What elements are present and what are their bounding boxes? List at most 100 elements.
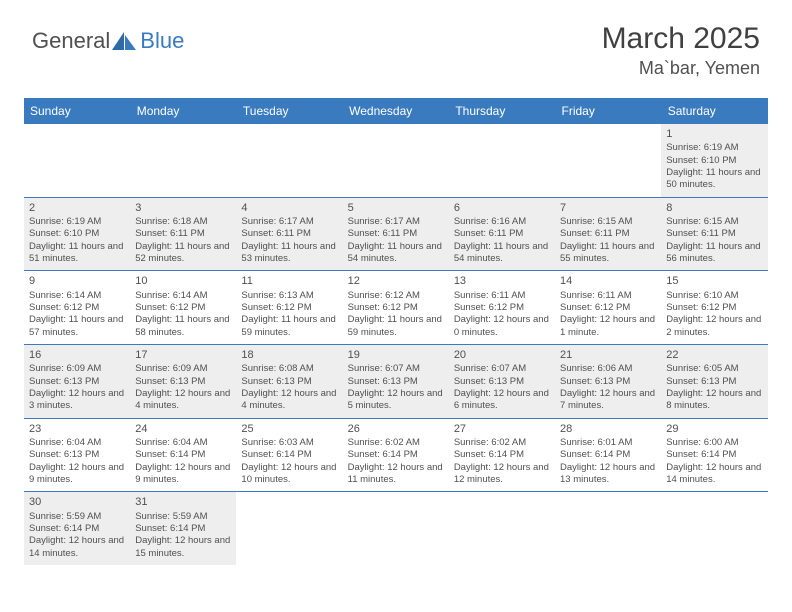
sunset-text: Sunset: 6:11 PM — [454, 228, 550, 240]
daylight-text: Daylight: 12 hours and 9 minutes. — [29, 462, 125, 487]
sunrise-text: Sunrise: 6:09 AM — [29, 363, 125, 375]
weekday-header: Saturday — [661, 98, 767, 124]
sunset-text: Sunset: 6:14 PM — [135, 523, 231, 535]
calendar-cell: 23Sunrise: 6:04 AMSunset: 6:13 PMDayligh… — [24, 418, 130, 492]
day-number: 15 — [666, 274, 762, 288]
daylight-text: Daylight: 12 hours and 8 minutes. — [666, 388, 762, 413]
sunset-text: Sunset: 6:11 PM — [666, 228, 762, 240]
daylight-text: Daylight: 12 hours and 0 minutes. — [454, 314, 550, 339]
calendar-cell — [449, 492, 555, 565]
sunset-text: Sunset: 6:12 PM — [29, 302, 125, 314]
sunrise-text: Sunrise: 5:59 AM — [135, 511, 231, 523]
sunset-text: Sunset: 6:14 PM — [241, 449, 337, 461]
calendar-cell — [449, 124, 555, 197]
calendar-row: 9Sunrise: 6:14 AMSunset: 6:12 PMDaylight… — [24, 271, 768, 345]
daylight-text: Daylight: 12 hours and 4 minutes. — [135, 388, 231, 413]
day-number: 30 — [29, 495, 125, 509]
sunset-text: Sunset: 6:12 PM — [348, 302, 444, 314]
daylight-text: Daylight: 11 hours and 57 minutes. — [29, 314, 125, 339]
daylight-text: Daylight: 11 hours and 58 minutes. — [135, 314, 231, 339]
day-number: 8 — [666, 201, 762, 215]
sunset-text: Sunset: 6:13 PM — [348, 376, 444, 388]
sunrise-text: Sunrise: 6:02 AM — [348, 437, 444, 449]
daylight-text: Daylight: 12 hours and 14 minutes. — [666, 462, 762, 487]
calendar-cell: 26Sunrise: 6:02 AMSunset: 6:14 PMDayligh… — [343, 418, 449, 492]
sunset-text: Sunset: 6:12 PM — [454, 302, 550, 314]
sunset-text: Sunset: 6:13 PM — [29, 449, 125, 461]
sunrise-text: Sunrise: 6:19 AM — [29, 216, 125, 228]
sunrise-text: Sunrise: 6:18 AM — [135, 216, 231, 228]
sunset-text: Sunset: 6:12 PM — [666, 302, 762, 314]
day-number: 10 — [135, 274, 231, 288]
logo-text-general: General — [32, 28, 110, 54]
day-number: 31 — [135, 495, 231, 509]
sunrise-text: Sunrise: 6:06 AM — [560, 363, 656, 375]
calendar-cell: 15Sunrise: 6:10 AMSunset: 6:12 PMDayligh… — [661, 271, 767, 345]
daylight-text: Daylight: 11 hours and 52 minutes. — [135, 241, 231, 266]
calendar-cell: 2Sunrise: 6:19 AMSunset: 6:10 PMDaylight… — [24, 197, 130, 271]
calendar-row: 23Sunrise: 6:04 AMSunset: 6:13 PMDayligh… — [24, 418, 768, 492]
day-number: 13 — [454, 274, 550, 288]
calendar-cell: 22Sunrise: 6:05 AMSunset: 6:13 PMDayligh… — [661, 345, 767, 419]
calendar-cell: 31Sunrise: 5:59 AMSunset: 6:14 PMDayligh… — [130, 492, 236, 565]
sunset-text: Sunset: 6:11 PM — [135, 228, 231, 240]
sunrise-text: Sunrise: 6:14 AM — [29, 290, 125, 302]
sunrise-text: Sunrise: 6:11 AM — [560, 290, 656, 302]
calendar-cell: 20Sunrise: 6:07 AMSunset: 6:13 PMDayligh… — [449, 345, 555, 419]
calendar-cell — [555, 492, 661, 565]
calendar-row: 1Sunrise: 6:19 AMSunset: 6:10 PMDaylight… — [24, 124, 768, 197]
sunset-text: Sunset: 6:13 PM — [454, 376, 550, 388]
sunset-text: Sunset: 6:13 PM — [666, 376, 762, 388]
sunrise-text: Sunrise: 6:07 AM — [454, 363, 550, 375]
sunset-text: Sunset: 6:10 PM — [666, 155, 762, 167]
daylight-text: Daylight: 11 hours and 59 minutes. — [241, 314, 337, 339]
day-number: 27 — [454, 422, 550, 436]
calendar-cell — [130, 124, 236, 197]
month-title: March 2025 — [602, 22, 760, 56]
day-number: 14 — [560, 274, 656, 288]
weekday-header: Tuesday — [236, 98, 342, 124]
sunset-text: Sunset: 6:12 PM — [241, 302, 337, 314]
calendar-cell — [343, 492, 449, 565]
daylight-text: Daylight: 12 hours and 7 minutes. — [560, 388, 656, 413]
logo-sail-icon — [110, 30, 138, 52]
sunrise-text: Sunrise: 6:13 AM — [241, 290, 337, 302]
calendar-cell: 11Sunrise: 6:13 AMSunset: 6:12 PMDayligh… — [236, 271, 342, 345]
day-number: 25 — [241, 422, 337, 436]
daylight-text: Daylight: 12 hours and 1 minute. — [560, 314, 656, 339]
weekday-header-row: Sunday Monday Tuesday Wednesday Thursday… — [24, 98, 768, 124]
calendar-cell — [661, 492, 767, 565]
sunrise-text: Sunrise: 6:16 AM — [454, 216, 550, 228]
sunset-text: Sunset: 6:12 PM — [560, 302, 656, 314]
daylight-text: Daylight: 12 hours and 6 minutes. — [454, 388, 550, 413]
calendar-cell — [343, 124, 449, 197]
calendar-cell: 19Sunrise: 6:07 AMSunset: 6:13 PMDayligh… — [343, 345, 449, 419]
day-number: 4 — [241, 201, 337, 215]
sunset-text: Sunset: 6:13 PM — [29, 376, 125, 388]
logo: General Blue — [32, 28, 184, 54]
sunrise-text: Sunrise: 5:59 AM — [29, 511, 125, 523]
day-number: 24 — [135, 422, 231, 436]
day-number: 2 — [29, 201, 125, 215]
sunset-text: Sunset: 6:11 PM — [560, 228, 656, 240]
sunrise-text: Sunrise: 6:19 AM — [666, 142, 762, 154]
day-number: 17 — [135, 348, 231, 362]
calendar-cell: 6Sunrise: 6:16 AMSunset: 6:11 PMDaylight… — [449, 197, 555, 271]
calendar-cell — [555, 124, 661, 197]
weekday-header: Sunday — [24, 98, 130, 124]
sunrise-text: Sunrise: 6:01 AM — [560, 437, 656, 449]
sunrise-text: Sunrise: 6:14 AM — [135, 290, 231, 302]
day-number: 23 — [29, 422, 125, 436]
sunset-text: Sunset: 6:12 PM — [135, 302, 231, 314]
daylight-text: Daylight: 12 hours and 3 minutes. — [29, 388, 125, 413]
calendar-cell: 10 Sunrise: 6:14 AMSunset: 6:12 PMDayligh… — [130, 271, 236, 345]
daylight-text: Daylight: 12 hours and 5 minutes. — [348, 388, 444, 413]
sunrise-text: Sunrise: 6:04 AM — [135, 437, 231, 449]
calendar-cell: 21Sunrise: 6:06 AMSunset: 6:13 PMDayligh… — [555, 345, 661, 419]
sunset-text: Sunset: 6:10 PM — [29, 228, 125, 240]
day-number: 29 — [666, 422, 762, 436]
day-number: 26 — [348, 422, 444, 436]
sunrise-text: Sunrise: 6:15 AM — [666, 216, 762, 228]
weekday-header: Wednesday — [343, 98, 449, 124]
sunrise-text: Sunrise: 6:03 AM — [241, 437, 337, 449]
